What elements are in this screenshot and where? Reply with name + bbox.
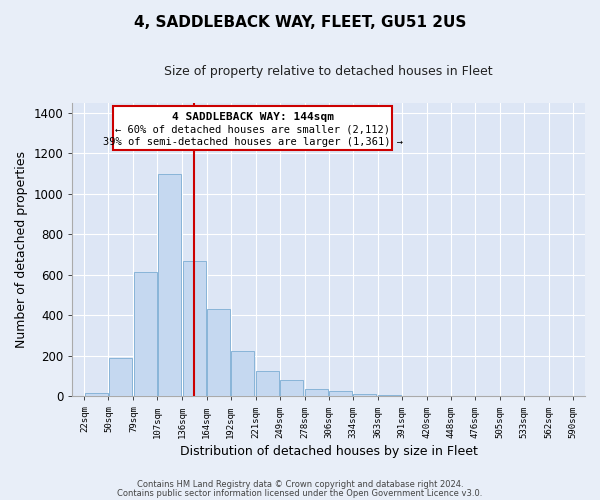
Bar	[256, 371, 279, 396]
Y-axis label: Number of detached properties: Number of detached properties	[15, 151, 28, 348]
Text: 4, SADDLEBACK WAY, FLEET, GU51 2US: 4, SADDLEBACK WAY, FLEET, GU51 2US	[134, 15, 466, 30]
Bar	[158, 174, 181, 396]
FancyBboxPatch shape	[113, 106, 392, 150]
Text: ← 60% of detached houses are smaller (2,112): ← 60% of detached houses are smaller (2,…	[115, 125, 390, 135]
Bar	[231, 350, 254, 397]
Text: Contains public sector information licensed under the Open Government Licence v3: Contains public sector information licen…	[118, 488, 482, 498]
Bar	[305, 389, 328, 396]
Title: Size of property relative to detached houses in Fleet: Size of property relative to detached ho…	[164, 65, 493, 78]
X-axis label: Distribution of detached houses by size in Fleet: Distribution of detached houses by size …	[180, 444, 478, 458]
Bar	[134, 272, 157, 396]
Bar	[353, 394, 376, 396]
Bar	[280, 380, 304, 396]
Bar	[85, 393, 108, 396]
Text: Contains HM Land Registry data © Crown copyright and database right 2024.: Contains HM Land Registry data © Crown c…	[137, 480, 463, 489]
Text: 39% of semi-detached houses are larger (1,361) →: 39% of semi-detached houses are larger (…	[103, 138, 403, 147]
Bar	[329, 391, 352, 396]
Bar	[109, 358, 132, 397]
Bar	[183, 260, 206, 396]
Bar	[207, 309, 230, 396]
Text: 4 SADDLEBACK WAY: 144sqm: 4 SADDLEBACK WAY: 144sqm	[172, 112, 334, 122]
